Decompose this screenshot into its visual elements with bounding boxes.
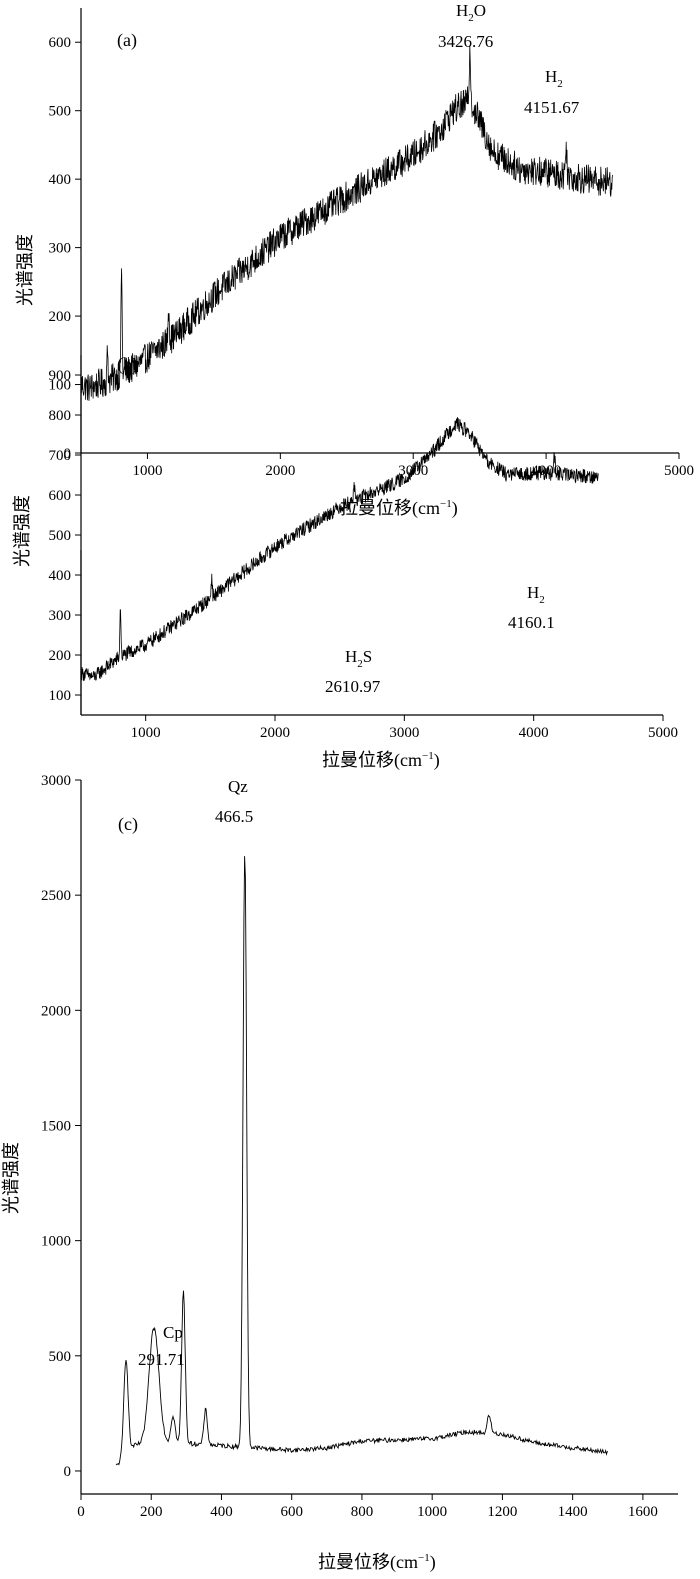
x-tick-label: 0 xyxy=(77,1504,85,1520)
x-tick-label: 200 xyxy=(140,1504,163,1520)
y-ticks: 0 500 1000 1500 2000 2500 3000 xyxy=(41,773,81,1480)
annotation-cp-species: Cp xyxy=(163,1323,183,1342)
annotation-qz-value: 466.5 xyxy=(215,807,253,826)
y-tick-label: 300 xyxy=(49,241,72,257)
x-tick-label: 1200 xyxy=(487,1504,517,1520)
panel-c: 0 200 400 600 800 1000 1200 1400 1600 0 500 1000 15… xyxy=(1,773,678,1573)
panel-b: 1000 2000 3000 4000 5000 1002003004005006007… xyxy=(12,354,678,771)
y-tick-label: 100 xyxy=(49,688,72,704)
y-ticks: 100 200 300 400 500 600 700 800 900 xyxy=(49,368,81,704)
y-tick-label: 600 xyxy=(49,488,72,504)
x-tick-label: 1000 xyxy=(131,725,161,741)
annotation-h2s-value: 2610.97 xyxy=(325,677,381,696)
annotation-h2o-species: H2O xyxy=(456,1,486,24)
annotation-h2-value: 4160.1 xyxy=(508,613,555,632)
x-tick-label: 800 xyxy=(351,1504,374,1520)
x-tick-label: 3000 xyxy=(389,725,419,741)
x-axis-label: 拉曼位移(cm−1) xyxy=(322,750,440,771)
y-tick-label: 300 xyxy=(49,608,72,624)
y-tick-label: 3000 xyxy=(41,773,71,789)
x-tick-label: 1600 xyxy=(628,1504,658,1520)
spectrum-line xyxy=(80,45,613,401)
y-tick-label: 400 xyxy=(49,172,72,188)
panel-label: (a) xyxy=(117,30,137,51)
x-tick-label: 1000 xyxy=(417,1504,447,1520)
y-axis-label: 光谱强度 xyxy=(12,495,32,567)
y-ticks: 0 100 200 300 400 500 600 xyxy=(49,35,81,462)
y-tick-label: 500 xyxy=(49,104,72,120)
y-axis-label: 光谱强度 xyxy=(15,234,35,306)
y-tick-label: 600 xyxy=(49,35,72,51)
y-tick-label: 2000 xyxy=(41,1003,71,1019)
x-tick-label: 5000 xyxy=(664,463,694,479)
x-tick-label: 4000 xyxy=(519,725,549,741)
y-tick-label: 500 xyxy=(49,528,72,544)
x-tick-label: 600 xyxy=(280,1504,303,1520)
y-tick-label: 800 xyxy=(49,408,72,424)
panel-label: (c) xyxy=(118,814,138,835)
y-tick-label: 500 xyxy=(49,1349,72,1365)
y-tick-label: 100 xyxy=(49,378,72,394)
y-tick-label: 1500 xyxy=(41,1118,71,1134)
x-tick-label: 2000 xyxy=(260,725,290,741)
y-tick-label: 200 xyxy=(49,648,72,664)
annotation-cp-value: 291.71 xyxy=(138,1350,185,1369)
annotation-h2o-value: 3426.76 xyxy=(438,32,493,51)
annotation-qz-species: Qz xyxy=(228,777,248,796)
annotation-h2-species: H2 xyxy=(527,583,545,606)
spectrum-line xyxy=(115,856,609,1466)
y-tick-label: 200 xyxy=(49,309,72,325)
x-tick-label: 1400 xyxy=(558,1504,588,1520)
y-tick-label: 2500 xyxy=(41,888,71,904)
annotation-h2s-species: H2S xyxy=(345,647,372,670)
panel-label: (b) xyxy=(117,354,138,375)
y-tick-label: 0 xyxy=(64,1464,72,1480)
panel-a: 1000 2000 3000 4000 5000 0100200300400500600… xyxy=(15,1,694,519)
y-tick-label: 900 xyxy=(49,368,72,384)
y-tick-label: 400 xyxy=(49,568,72,584)
x-tick-label: 1000 xyxy=(132,463,162,479)
annotation-h2-species: H2 xyxy=(545,67,563,90)
y-tick-label: 700 xyxy=(49,448,72,464)
x-ticks: 0 200 400 600 800 1000 1200 1400 1600 xyxy=(77,1494,658,1520)
x-tick-label: 5000 xyxy=(648,725,678,741)
y-tick-label: 1000 xyxy=(41,1234,71,1250)
x-ticks: 1000 2000 3000 4000 5000 xyxy=(131,715,678,741)
x-tick-label: 2000 xyxy=(265,463,295,479)
annotation-h2-value: 4151.67 xyxy=(524,98,580,117)
y-tick-label: 0 xyxy=(64,446,72,462)
x-axis-label: 拉曼位移(cm−1) xyxy=(318,1552,436,1573)
x-axis-label: 拉曼位移(cm−1) xyxy=(340,498,458,519)
x-tick-label: 400 xyxy=(210,1504,233,1520)
spectrum-line xyxy=(80,417,599,682)
y-axis-label: 光谱强度 xyxy=(1,1142,21,1214)
